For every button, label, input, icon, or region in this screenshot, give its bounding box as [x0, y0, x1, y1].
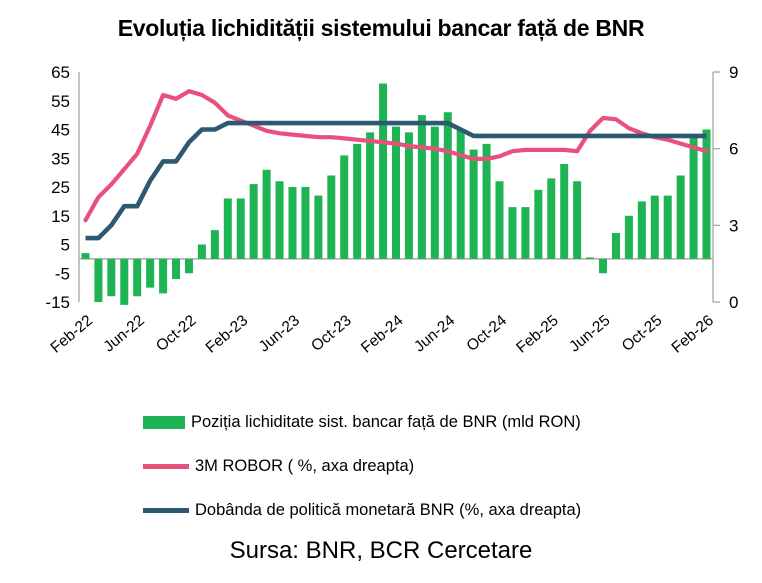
liquidity-bar [133, 258, 142, 297]
liquidity-bar [327, 175, 336, 259]
x-axis-tick-label: Feb-25 [513, 312, 562, 357]
x-axis-tick-label: Feb-23 [203, 312, 252, 357]
liquidity-bar [314, 195, 323, 259]
liquidity-bar [366, 132, 375, 259]
liquidity-bar [120, 258, 129, 305]
source-caption: Sursa: BNR, BCR Cercetare [229, 537, 533, 564]
robor-line [83, 89, 709, 223]
liquidity-bar [482, 143, 491, 259]
liquidity-bar [573, 181, 582, 259]
x-axis-tick-label: Feb-26 [669, 312, 718, 357]
liquidity-bar [288, 187, 297, 259]
liquidity-bar [521, 207, 530, 259]
liquidity-bar [637, 201, 646, 259]
liquidity-bar [340, 155, 349, 259]
liquidity-bar [275, 181, 284, 259]
liquidity-bar [379, 83, 388, 259]
liquidity-bar [159, 258, 168, 294]
x-axis-labels: Feb-22 Jun-22 Oct-22 Feb-23 Jun-23 Oct-23 Feb-… [48, 312, 718, 357]
liquidity-bar [353, 143, 362, 259]
liquidity-bar [430, 126, 439, 259]
liquidity-bar [702, 129, 711, 259]
x-axis-tick-label: Oct-24 [464, 312, 511, 355]
liquidity-bar [650, 195, 659, 259]
right-axis-tick-label: 0 [729, 293, 738, 312]
liquidity-bar [301, 187, 310, 259]
policy-line [85, 120, 707, 241]
liquidity-bar [560, 164, 569, 259]
liquidity-bar [611, 233, 620, 259]
left-axis-tick-label: 15 [51, 207, 70, 226]
left-axis-tick-label: 35 [51, 149, 70, 168]
robor-polyline [83, 89, 709, 223]
left-axis-tick-label: 45 [51, 121, 70, 140]
x-axis-tick-label: Feb-22 [48, 312, 97, 357]
left-axis-tick-label: -5 [55, 264, 70, 283]
liquidity-bar [262, 169, 271, 259]
legend-item-policy-rate: Dobânda de politică monetară BNR (%, axa… [143, 501, 582, 519]
liquidity-bar [469, 149, 478, 259]
left-axis-tick-label: 5 [61, 236, 70, 255]
legend-label-liquidity: Poziția lichiditate sist. bancar față de… [191, 413, 581, 431]
liquidity-chart: 65 55 45 35 25 15 5 -5 -15 9 6 3 0 Feb-22 Jun-22 Oct-22… [45, 63, 738, 357]
liquidity-bar [184, 258, 193, 274]
liquidity-bar [236, 198, 245, 259]
liquidity-bar [94, 258, 103, 303]
legend-item-robor: 3M ROBOR ( %, axa dreapta) [143, 457, 581, 475]
legend-policy-line-icon [143, 508, 189, 513]
liquidity-bar [547, 178, 556, 259]
liquidity-bar [146, 258, 155, 288]
policy-polyline [85, 120, 707, 241]
liquidity-bar [107, 258, 116, 297]
liquidity-bar [197, 244, 206, 259]
liquidity-bar [624, 215, 633, 259]
liquidity-bar [443, 112, 452, 259]
liquidity-bar [689, 135, 698, 259]
liquidity-bar [508, 207, 517, 259]
left-axis: 65 55 45 35 25 15 5 -5 -15 [45, 63, 80, 312]
x-axis-tick-label: Oct-22 [153, 312, 200, 355]
liquidity-bar [495, 181, 504, 259]
legend-label-policy-rate: Dobânda de politică monetară BNR (%, axa… [195, 501, 582, 519]
legend-bar-swatch-icon [143, 416, 185, 429]
legend-label-robor: 3M ROBOR ( %, axa dreapta) [195, 457, 415, 475]
x-axis-tick-label: Jun-22 [101, 312, 148, 355]
bars-series [81, 83, 711, 305]
liquidity-bar [404, 132, 413, 259]
liquidity-bar [210, 230, 219, 259]
liquidity-bar [172, 258, 181, 280]
liquidity-bar [676, 175, 685, 259]
x-axis-tick-label: Oct-25 [619, 312, 666, 355]
right-axis-tick-label: 3 [729, 216, 738, 235]
liquidity-bar [223, 198, 232, 259]
chart-title: Evoluția lichidității sistemului bancar … [117, 15, 645, 41]
liquidity-bar [392, 126, 400, 259]
x-axis-tick-label: Jun-25 [566, 312, 613, 355]
liquidity-bar [599, 258, 608, 274]
left-axis-tick-label: 65 [51, 63, 70, 82]
left-axis-tick-label: -15 [45, 293, 70, 312]
legend-robor-line-icon [143, 464, 189, 469]
liquidity-bar [456, 129, 465, 259]
x-axis-tick-label: Oct-23 [308, 312, 355, 355]
x-axis-tick-label: Jun-24 [411, 312, 459, 356]
liquidity-bar [81, 253, 90, 259]
left-axis-tick-label: 55 [51, 92, 70, 111]
right-axis-tick-label: 9 [729, 63, 738, 82]
liquidity-bar [417, 115, 426, 259]
left-axis-tick-label: 25 [51, 178, 70, 197]
liquidity-bar [663, 195, 672, 259]
right-axis-tick-label: 6 [729, 140, 738, 159]
liquidity-bar [586, 257, 595, 259]
x-axis-tick-label: Jun-23 [256, 312, 303, 355]
liquidity-bar [249, 184, 258, 259]
legend-item-liquidity: Poziția lichiditate sist. bancar față de… [143, 413, 581, 431]
chart-svg: 65 55 45 35 25 15 5 -5 -15 9 6 3 0 Feb-22 Jun-22 Oct-22… [45, 63, 738, 357]
right-axis: 9 6 3 0 [712, 63, 738, 312]
x-axis-tick-label: Feb-24 [358, 312, 407, 357]
liquidity-bar [534, 189, 543, 259]
chart-legend: Poziția lichiditate sist. bancar față de… [143, 413, 582, 546]
